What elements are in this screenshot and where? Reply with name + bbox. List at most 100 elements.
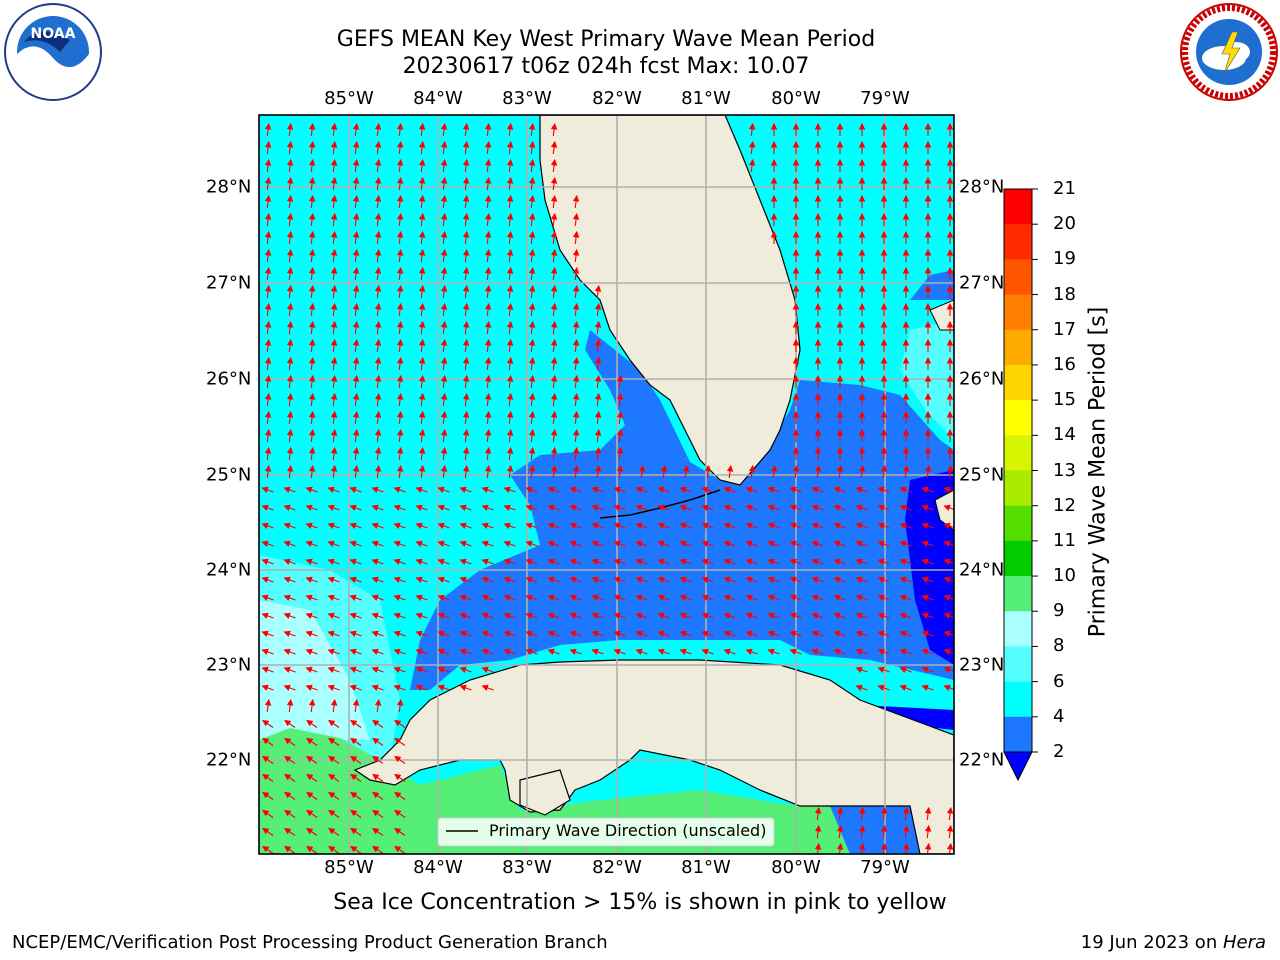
wave-arrow <box>371 486 384 493</box>
wave-arrow <box>484 158 492 173</box>
wave-arrow <box>308 428 316 443</box>
wave-arrow <box>459 540 472 547</box>
wave-arrow <box>396 176 404 191</box>
wave-arrow <box>440 428 448 443</box>
colorbar-tick-label: 14 <box>1053 424 1076 446</box>
sea-ice-note: Sea Ice Concentration > 15% is shown in … <box>333 890 947 915</box>
wave-arrow <box>415 594 428 601</box>
wave-arrow <box>880 806 888 821</box>
lat-label-right: 22°N <box>959 749 1005 771</box>
wave-arrow <box>286 158 294 173</box>
wave-arrow <box>833 594 846 601</box>
wave-arrow <box>814 464 822 479</box>
wave-arrow <box>305 648 318 655</box>
lat-label-right: 23°N <box>959 654 1005 676</box>
wave-arrow <box>393 612 406 619</box>
wave-arrow <box>547 576 560 583</box>
wave-arrow <box>283 576 296 583</box>
wave-arrow <box>572 266 580 281</box>
wave-arrow <box>946 806 954 821</box>
colorbar-segment <box>1004 294 1032 331</box>
wave-arrow <box>374 266 382 281</box>
wave-arrow <box>723 648 736 655</box>
wave-arrow <box>836 464 844 479</box>
wave-arrow <box>459 648 472 655</box>
wave-arrow <box>462 158 470 173</box>
wave-arrow <box>396 194 404 209</box>
wave-arrow <box>569 486 582 493</box>
wave-arrow <box>440 446 448 461</box>
wave-arrow <box>306 737 318 746</box>
wave-arrow <box>396 302 404 317</box>
wave-arrow <box>484 392 492 407</box>
wave-arrow <box>330 698 338 713</box>
wave-arrow <box>924 824 932 839</box>
wave-arrow <box>330 338 338 353</box>
wave-arrow <box>569 504 582 511</box>
wave-arrow <box>462 194 470 209</box>
wave-arrow <box>308 158 316 173</box>
wave-arrow <box>613 630 626 637</box>
map-frame <box>258 114 955 855</box>
wave-arrow <box>745 486 758 493</box>
wave-arrow <box>613 612 626 619</box>
wave-arrow <box>506 356 514 371</box>
wave-arrow <box>569 594 582 601</box>
wave-arrow <box>745 612 758 619</box>
wave-arrow <box>327 540 340 547</box>
wave-arrow <box>547 504 560 511</box>
wave-arrow <box>440 158 448 173</box>
wave-arrow <box>308 356 316 371</box>
wave-arrow <box>877 558 890 565</box>
wave-arrow <box>767 630 780 637</box>
wave-arrow <box>352 698 360 713</box>
wave-arrow <box>484 356 492 371</box>
wave-arrow <box>349 504 362 511</box>
wave-arrow <box>352 320 360 335</box>
colorbar-tick-label: 17 <box>1053 318 1076 340</box>
wave-arrow <box>264 122 272 137</box>
wave-arrow <box>789 522 802 529</box>
wave-arrow <box>393 576 406 583</box>
wave-arrow <box>877 540 890 547</box>
wave-arrow <box>701 540 714 547</box>
wave-arrow <box>374 176 382 191</box>
wave-arrow <box>481 612 494 619</box>
wave-arrow <box>745 522 758 529</box>
lon-label-bottom: 82°W <box>592 857 642 878</box>
wave-arrow <box>833 576 846 583</box>
wave-arrow <box>572 284 580 299</box>
wave-arrow <box>459 684 472 691</box>
wave-arrow <box>594 284 602 299</box>
wave-arrow <box>877 594 890 601</box>
wave-arrow <box>811 612 824 619</box>
wave-arrow <box>569 648 582 655</box>
wave-arrow <box>701 504 714 511</box>
colorbar-tick-label: 6 <box>1053 670 1065 692</box>
wave-arrow <box>745 630 758 637</box>
wave-arrow <box>855 522 868 529</box>
wave-arrow <box>305 630 318 637</box>
wave-arrow <box>328 827 340 836</box>
wave-arrow <box>726 464 734 479</box>
wave-arrow <box>393 486 406 493</box>
wave-arrow <box>899 504 912 511</box>
wave-arrow <box>789 486 802 493</box>
wave-arrow <box>616 464 624 479</box>
wave-arrow <box>789 594 802 601</box>
wave-arrow <box>525 504 538 511</box>
wave-arrow <box>283 612 296 619</box>
wave-arrow <box>418 428 426 443</box>
wave-arrow <box>877 630 890 637</box>
wave-arrow <box>745 648 758 655</box>
wave-arrow <box>374 194 382 209</box>
wave-arrow <box>415 684 428 691</box>
wave-arrow <box>528 428 536 443</box>
wave-arrow <box>462 338 470 353</box>
wave-arrow <box>484 230 492 245</box>
wave-arrow <box>305 486 318 493</box>
map-legend <box>437 817 775 847</box>
wave-arrow <box>459 666 472 673</box>
wave-arrow <box>569 612 582 619</box>
